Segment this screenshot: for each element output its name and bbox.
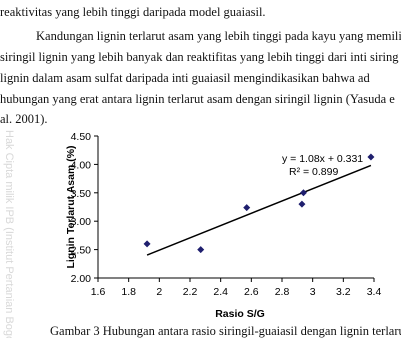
x-tick-label: 1.8 [121,286,136,298]
x-tick-label: 2.8 [275,286,290,298]
data-point [197,246,205,254]
paragraph-line: reaktivitas yang lebih tinggi daripada m… [0,5,266,19]
paragraph-line: lignin dalam asam sulfat daripada inti g… [0,71,370,85]
paragraph-line: al. 2001). [0,112,48,126]
x-tick-label: 2.2 [183,286,198,298]
y-tick-label: 3.00 [71,216,92,228]
r-squared: R² = 0.899 [289,166,338,178]
y-tick-label: 2.50 [71,245,92,257]
trendline [146,164,372,256]
y-tick-label: 4.00 [71,159,92,171]
x-tick-label: 3.2 [336,286,351,298]
paragraph-line: Kandungan lignin terlarut asam yang lebi… [36,29,401,43]
data-point [299,189,307,197]
y-tick-label: 3.50 [71,188,92,200]
x-tick-label: 2.6 [244,286,259,298]
x-tick-label: 1.6 [91,286,106,298]
data-point [298,200,306,208]
data-point [143,240,151,248]
y-tick-label: 4.50 [71,131,92,143]
x-tick-label: 2 [156,286,162,298]
x-tick-label: 3.4 [367,286,382,298]
x-tick-label: 3 [310,286,316,298]
x-tick-label: 2.4 [213,286,228,298]
data-point [367,153,375,161]
paragraph-line: hubungan yang erat antara lignin terlaru… [0,92,395,106]
caption: Gambar 3 Hubungan antara rasio siringil-… [50,324,401,338]
paragraph-line: siringil lignin yang lebih banyak dan re… [0,50,399,64]
x-axis-label: Rasio S/G [215,308,265,320]
watermark: Hak Cipta milik IPB (Institut Pertanian … [3,130,15,338]
data-point [243,204,251,212]
y-tick-label: 2.00 [71,273,92,285]
y-axis-label: Lignin Terlarut Asam (%) [65,145,77,268]
trend-equation: y = 1.08x + 0.331 [282,153,363,165]
